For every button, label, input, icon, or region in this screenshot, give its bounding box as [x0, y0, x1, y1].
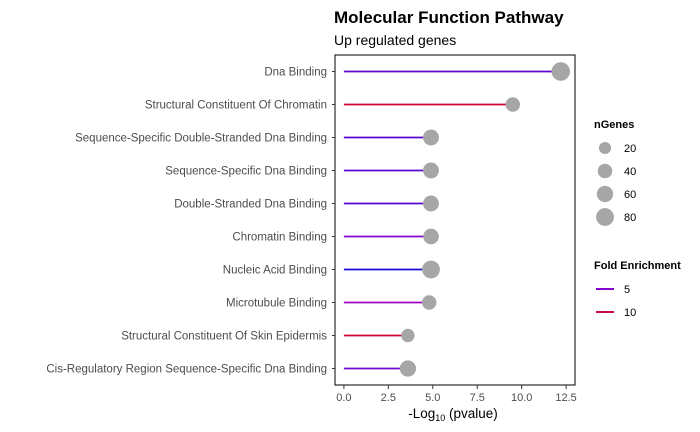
legend-fold-enrichment-title: Fold Enrichment [594, 260, 681, 272]
legend-ngenes-symbol [598, 141, 612, 155]
plot-panel [334, 54, 576, 386]
lollipop-point [551, 62, 571, 81]
lollipop-stems [343, 70, 561, 370]
lollipop-points [399, 62, 571, 377]
x-tick-label: 2.5 [381, 392, 396, 404]
x-axis-title-tail: (pvalue) [445, 406, 498, 421]
legend-ngenes-symbol [596, 208, 614, 226]
y-tick-label: Structural Constituent Of Skin Epidermis [121, 331, 327, 343]
chart-title: Molecular Function Pathway [334, 8, 564, 27]
x-tick-label: 12.5 [555, 392, 576, 404]
lollipop-point [423, 162, 439, 179]
x-axis-title: -Log10 (pvalue) [408, 406, 498, 423]
x-tick-label: 0.0 [336, 392, 351, 404]
legend-fold-enrichment-label: 5 [624, 284, 630, 296]
x-tick-label: 10.0 [511, 392, 532, 404]
lollipop-point [421, 295, 437, 310]
legend-fold-enrichment-label: 10 [624, 307, 636, 319]
lollipop-point [399, 360, 417, 377]
y-tick-label: Cis-Regulatory Region Sequence-Specific … [46, 364, 327, 376]
lollipop-point [423, 129, 439, 146]
x-tick-label: 7.5 [470, 392, 485, 404]
y-axis-labels: Dna Binding Structural Constituent Of Chr… [46, 67, 335, 376]
lollipop-point [423, 228, 439, 245]
chart-subtitle: Up regulated genes [334, 32, 456, 48]
legend-fold-enrichment: Fold Enrichment 5 10 [594, 260, 681, 319]
lollipop-point [401, 328, 415, 343]
legend-ngenes-symbol [597, 163, 613, 179]
y-tick-label: Chromatin Binding [232, 232, 327, 244]
x-axis: 0.0 2.5 5.0 7.5 10.0 12.5 [336, 385, 577, 404]
legend-ngenes-label: 60 [624, 189, 636, 201]
x-tick-label: 5.0 [425, 392, 440, 404]
x-axis-title-main: -Log [408, 406, 435, 421]
y-tick-label: Sequence-Specific Double-Stranded Dna Bi… [75, 133, 327, 145]
lollipop-point [422, 260, 440, 279]
legend-ngenes-label: 20 [624, 143, 636, 155]
lollipop-point [505, 97, 521, 112]
x-axis-title-subscript: 10 [435, 413, 445, 423]
y-tick-label: Structural Constituent Of Chromatin [145, 100, 327, 112]
legend-ngenes-label: 80 [624, 212, 636, 224]
y-tick-label: Sequence-Specific Dna Binding [165, 166, 327, 178]
legend-ngenes-label: 40 [624, 166, 636, 178]
y-tick-label: Double-Stranded Dna Binding [174, 199, 327, 211]
y-tick-label: Nucleic Acid Binding [223, 265, 327, 277]
legend-ngenes-title: nGenes [594, 119, 634, 131]
lollipop-point [423, 195, 439, 212]
legend-ngenes-symbol [596, 185, 614, 203]
y-tick-label: Dna Binding [264, 67, 327, 79]
y-tick-label: Microtubule Binding [226, 298, 327, 310]
legend-ngenes: nGenes 20 40 60 80 [594, 119, 636, 226]
